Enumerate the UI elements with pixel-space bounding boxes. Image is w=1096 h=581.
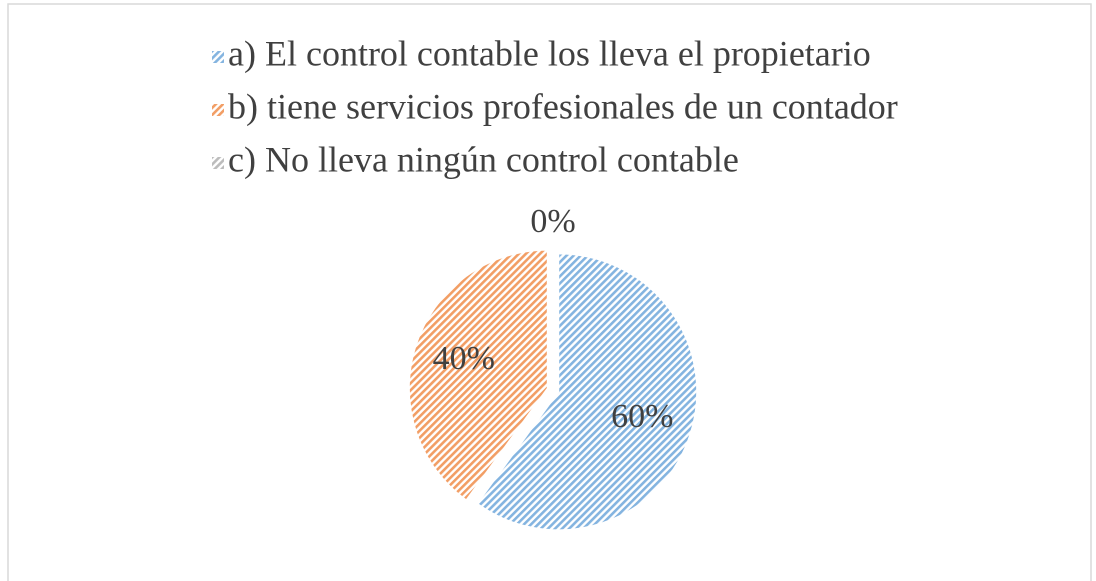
data-label: 40% (433, 340, 495, 377)
pie-slice (408, 249, 548, 501)
legend-text: a) El control contable los lleva el prop… (228, 33, 871, 73)
legend-marker (212, 104, 224, 116)
legend-marker (212, 51, 224, 63)
legend-text: c) No lleva ningún control contable (228, 139, 739, 179)
data-label: 0% (530, 203, 575, 240)
legend-marker (212, 157, 224, 169)
legend-text: b) tiene servicios profesionales de un c… (228, 86, 898, 126)
data-label: 60% (611, 398, 673, 435)
pie-slice (476, 253, 698, 531)
